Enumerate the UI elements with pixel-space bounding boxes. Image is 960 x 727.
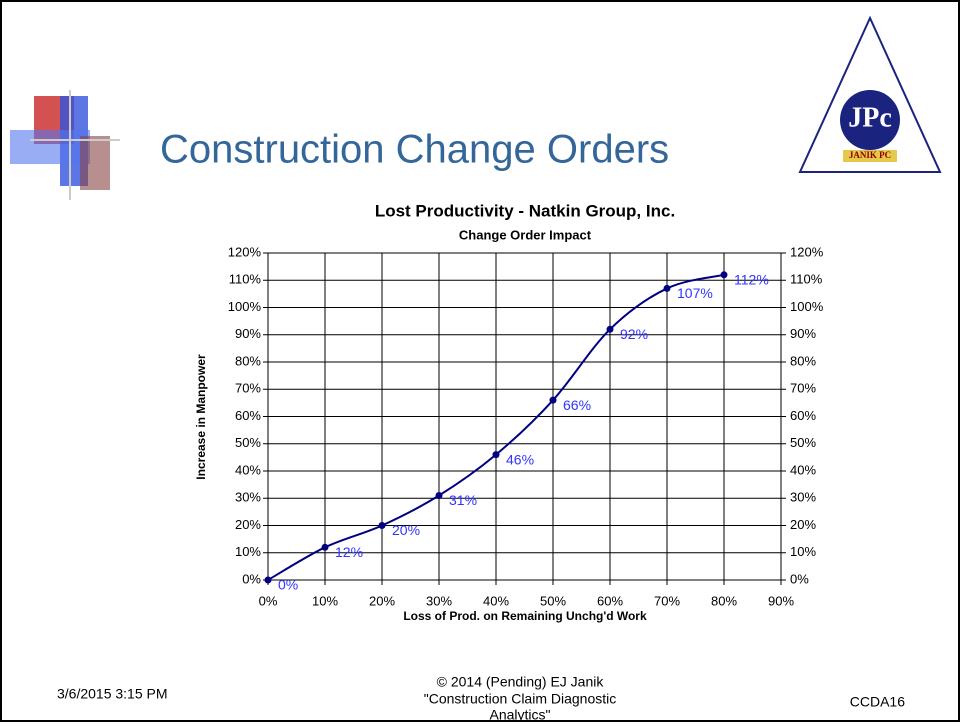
y2-tick-label: 120% bbox=[790, 244, 824, 259]
data-label: 112% bbox=[734, 272, 769, 288]
y-axis-label: Increase in Manpower bbox=[194, 354, 208, 480]
x-tick-label: 10% bbox=[312, 593, 338, 608]
data-label: 107% bbox=[677, 285, 713, 301]
y2-tick-label: 10% bbox=[790, 544, 816, 559]
x-tick-label: 40% bbox=[483, 593, 509, 608]
logo: JPc JANIK PC bbox=[798, 15, 942, 173]
y-tick-label: 60% bbox=[235, 408, 261, 423]
y-tick-label: 90% bbox=[235, 326, 261, 341]
y-tick-label: 0% bbox=[242, 571, 261, 586]
data-label: 12% bbox=[335, 544, 363, 560]
logo-letters: JPc bbox=[848, 102, 892, 133]
data-label: 92% bbox=[620, 326, 648, 342]
x-axis-label: Loss of Prod. on Remaining Unchg'd Work bbox=[403, 609, 647, 623]
point bbox=[321, 543, 329, 551]
y2-tick-label: 20% bbox=[790, 517, 816, 532]
logo-name: JANIK PC bbox=[849, 150, 891, 160]
y2-tick-label: 90% bbox=[790, 326, 816, 341]
point bbox=[435, 492, 443, 500]
y2-tick-label: 100% bbox=[790, 299, 824, 314]
decoration bbox=[10, 90, 120, 200]
data-label: 66% bbox=[563, 397, 591, 413]
data-label: 20% bbox=[392, 522, 420, 538]
y-tick-label: 50% bbox=[235, 435, 261, 450]
chart-title: Lost Productivity - Natkin Group, Inc. bbox=[375, 201, 675, 220]
point bbox=[549, 396, 557, 404]
chart-subtitle: Change Order Impact bbox=[459, 227, 592, 242]
x-tick-label: 70% bbox=[654, 593, 680, 608]
y-tick-label: 10% bbox=[235, 544, 261, 559]
y2-tick-label: 60% bbox=[790, 408, 816, 423]
footer-work: Analytics" bbox=[490, 707, 551, 722]
point bbox=[720, 271, 728, 279]
y2-tick-label: 50% bbox=[790, 435, 816, 450]
y-tick-label: 30% bbox=[235, 490, 261, 505]
y-tick-label: 70% bbox=[235, 381, 261, 396]
y-tick-label: 120% bbox=[228, 244, 262, 259]
y2-tick-label: 40% bbox=[790, 462, 816, 477]
footer-work: "Construction Claim Diagnostic bbox=[424, 691, 617, 707]
x-tick-label: 20% bbox=[369, 593, 395, 608]
point bbox=[663, 284, 671, 292]
slide-title: Construction Change Orders bbox=[160, 128, 669, 172]
y-tick-label: 80% bbox=[235, 353, 261, 368]
footer-date: 3/6/2015 3:15 PM bbox=[57, 686, 168, 702]
data-label: 46% bbox=[506, 451, 534, 467]
point bbox=[606, 325, 614, 333]
y2-tick-label: 110% bbox=[790, 272, 823, 287]
y-tick-label: 40% bbox=[235, 462, 261, 477]
x-tick-label: 90% bbox=[768, 593, 794, 608]
footer-slide-id: CCDA16 bbox=[850, 694, 905, 710]
x-tick-label: 50% bbox=[540, 593, 566, 608]
footer-copyright: © 2014 (Pending) EJ Janik bbox=[437, 674, 605, 690]
y-tick-label: 20% bbox=[235, 517, 261, 532]
data-label: 31% bbox=[449, 492, 477, 508]
x-tick-label: 80% bbox=[711, 593, 737, 608]
plot-frame bbox=[267, 252, 782, 581]
point bbox=[492, 451, 500, 459]
x-tick-label: 60% bbox=[597, 593, 623, 608]
point bbox=[378, 522, 386, 529]
y2-tick-label: 80% bbox=[790, 353, 816, 368]
x-tick-label: 30% bbox=[426, 593, 452, 608]
y2-tick-label: 0% bbox=[790, 571, 809, 586]
y-tick-label: 110% bbox=[229, 272, 262, 287]
point bbox=[264, 576, 272, 584]
data-label: 0% bbox=[278, 577, 298, 593]
y2-tick-label: 70% bbox=[790, 381, 816, 396]
y-tick-label: 100% bbox=[228, 299, 262, 314]
y2-tick-label: 30% bbox=[790, 490, 816, 505]
x-tick-label: 0% bbox=[259, 593, 278, 608]
